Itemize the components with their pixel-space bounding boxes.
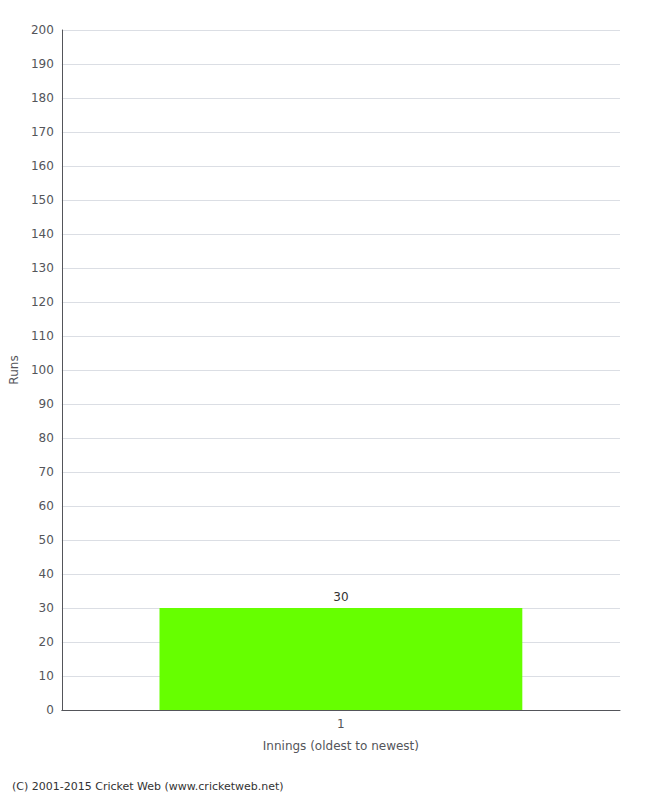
svg-text:170: 170 xyxy=(31,125,54,139)
svg-text:130: 130 xyxy=(31,261,54,275)
svg-text:160: 160 xyxy=(31,159,54,173)
svg-text:50: 50 xyxy=(39,533,54,547)
svg-text:150: 150 xyxy=(31,193,54,207)
svg-text:190: 190 xyxy=(31,57,54,71)
svg-text:70: 70 xyxy=(39,465,54,479)
svg-text:120: 120 xyxy=(31,295,54,309)
svg-text:20: 20 xyxy=(39,635,54,649)
svg-text:180: 180 xyxy=(31,91,54,105)
svg-text:110: 110 xyxy=(31,329,54,343)
svg-text:80: 80 xyxy=(39,431,54,445)
svg-text:140: 140 xyxy=(31,227,54,241)
svg-text:90: 90 xyxy=(39,397,54,411)
svg-text:60: 60 xyxy=(39,499,54,513)
svg-text:100: 100 xyxy=(31,363,54,377)
svg-text:1: 1 xyxy=(337,717,345,731)
svg-text:10: 10 xyxy=(39,669,54,683)
svg-text:30: 30 xyxy=(333,590,348,604)
svg-text:40: 40 xyxy=(39,567,54,581)
svg-text:Innings (oldest to newest): Innings (oldest to newest) xyxy=(263,739,419,753)
svg-text:200: 200 xyxy=(31,23,54,37)
svg-text:0: 0 xyxy=(46,703,54,717)
svg-text:Runs: Runs xyxy=(7,355,21,384)
svg-text:30: 30 xyxy=(39,601,54,615)
svg-text:(C) 2001-2015 Cricket Web (www: (C) 2001-2015 Cricket Web (www.cricketwe… xyxy=(12,780,284,793)
